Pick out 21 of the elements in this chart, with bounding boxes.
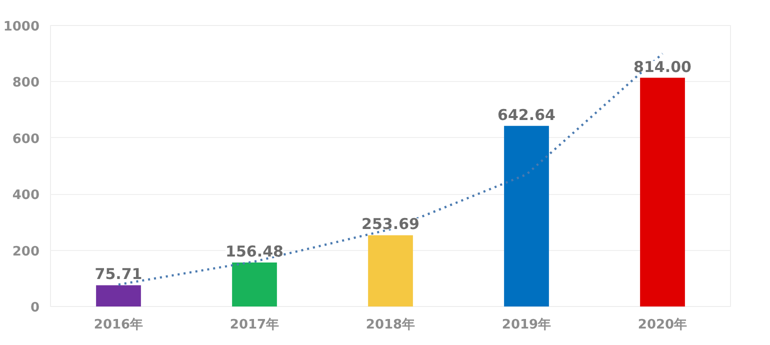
text: 156.48: [226, 242, 284, 261]
x-tick-label: 2018年: [366, 318, 416, 332]
text: 814.00: [634, 58, 692, 76]
x-tick-label: 2016年: [94, 318, 144, 332]
bar: [368, 235, 413, 306]
text: 642.64: [498, 106, 556, 124]
y-tick-label: 1000: [3, 20, 40, 34]
x-tick-label: 2020年: [638, 318, 688, 332]
y-tick-label: 400: [12, 188, 40, 204]
y-tick-label: 0: [30, 300, 40, 316]
bar: [96, 285, 141, 306]
text: 253.69: [362, 215, 420, 234]
y-tick-label: 200: [12, 244, 40, 260]
bar: [232, 262, 277, 306]
bar: [640, 78, 685, 306]
y-tick-label: 800: [12, 76, 40, 91]
y-tick-label: 600: [12, 132, 40, 147]
text: 75.71: [94, 265, 142, 284]
x-tick-label: 2019年: [502, 318, 552, 332]
x-tick-label: 2017年: [230, 318, 280, 332]
bar: [504, 126, 549, 306]
